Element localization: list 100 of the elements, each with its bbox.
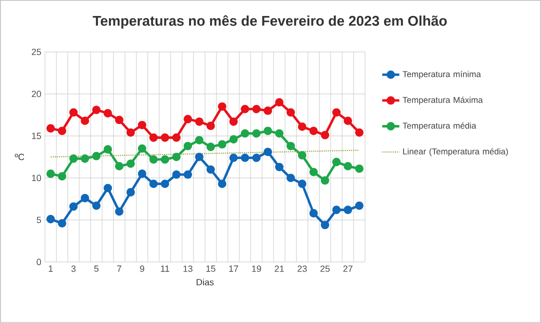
point xyxy=(344,116,352,126)
point xyxy=(252,154,261,162)
point xyxy=(320,176,330,185)
point xyxy=(252,129,261,138)
point xyxy=(46,170,55,178)
point xyxy=(344,162,352,170)
x-tick-label: 21 xyxy=(274,266,284,272)
point xyxy=(138,120,146,130)
point xyxy=(184,142,192,150)
point xyxy=(218,102,226,111)
point xyxy=(69,202,78,211)
chart-title: Temperaturas no mês de Fevereiro de 2023 em Olhão xyxy=(92,15,447,29)
y-tick-label: 0 xyxy=(36,258,42,266)
point xyxy=(195,152,204,162)
point xyxy=(92,106,101,114)
point xyxy=(172,133,181,142)
point xyxy=(206,122,215,130)
point xyxy=(184,170,192,179)
point xyxy=(104,145,112,154)
point xyxy=(355,128,364,137)
point xyxy=(92,152,101,160)
x-tick-label: 23 xyxy=(298,266,307,272)
point xyxy=(264,106,272,115)
point xyxy=(138,144,146,153)
point xyxy=(355,202,364,210)
point xyxy=(320,220,330,230)
point xyxy=(298,180,306,188)
point xyxy=(332,108,341,117)
point xyxy=(218,140,226,149)
point xyxy=(332,206,341,214)
point xyxy=(149,180,158,188)
point xyxy=(46,124,55,133)
point xyxy=(115,207,124,216)
point xyxy=(160,155,170,164)
point xyxy=(80,154,90,163)
y-tick-label: 10 xyxy=(32,174,42,182)
x-tick-label: 9 xyxy=(140,266,144,272)
point xyxy=(286,174,295,182)
x-tick-label: 3 xyxy=(71,266,76,272)
point xyxy=(229,154,238,162)
point xyxy=(69,108,78,117)
point xyxy=(115,162,124,170)
point xyxy=(172,152,181,162)
point xyxy=(332,158,341,166)
point xyxy=(126,188,135,196)
x-tick-label: 19 xyxy=(252,266,262,272)
point xyxy=(229,135,238,144)
point xyxy=(80,194,90,202)
point xyxy=(104,109,112,118)
legend-label: Temperatura mínima xyxy=(402,70,481,79)
point xyxy=(240,129,250,138)
point xyxy=(46,214,55,224)
x-tick-label: 25 xyxy=(320,266,330,272)
x-tick-label: 1 xyxy=(48,266,53,272)
y-tick-label: 20 xyxy=(32,90,42,98)
point xyxy=(160,180,170,188)
point xyxy=(58,172,66,181)
x-tick-label: 5 xyxy=(94,266,98,272)
point xyxy=(149,133,158,142)
x-axis-title: Dias xyxy=(196,278,214,286)
point xyxy=(69,154,78,163)
point xyxy=(275,98,284,107)
x-tick-label: 7 xyxy=(117,266,122,272)
point xyxy=(344,206,352,214)
point xyxy=(240,154,250,162)
point xyxy=(126,160,135,168)
point xyxy=(206,165,215,174)
point xyxy=(264,126,272,136)
x-tick-label: 27 xyxy=(343,266,352,272)
point xyxy=(58,219,66,228)
y-tick-label: 15 xyxy=(32,132,42,140)
point xyxy=(309,168,318,176)
point xyxy=(80,116,90,126)
point xyxy=(252,104,261,114)
point xyxy=(286,108,295,117)
point xyxy=(298,122,306,131)
x-tick-label: 17 xyxy=(229,266,238,272)
point xyxy=(264,148,272,156)
y-tick-label: 25 xyxy=(32,48,42,56)
point xyxy=(115,116,124,124)
point xyxy=(58,126,66,136)
point xyxy=(240,104,250,114)
y-axis-title: ºC xyxy=(14,154,24,160)
legend-label: Linear (Temperatura média) xyxy=(403,148,508,156)
point xyxy=(172,170,181,179)
point xyxy=(92,202,101,210)
point xyxy=(298,151,306,160)
legend-label: Temperatura média xyxy=(402,122,476,130)
point xyxy=(195,118,204,126)
point xyxy=(218,180,226,188)
point xyxy=(184,114,192,124)
legend-label: Temperatura Máxima xyxy=(402,96,483,105)
point xyxy=(275,162,284,172)
point xyxy=(229,118,238,126)
point xyxy=(309,209,318,218)
point xyxy=(138,170,146,178)
x-tick-label: 11 xyxy=(160,266,170,272)
point xyxy=(286,142,295,150)
point xyxy=(320,130,330,140)
point xyxy=(160,133,170,142)
